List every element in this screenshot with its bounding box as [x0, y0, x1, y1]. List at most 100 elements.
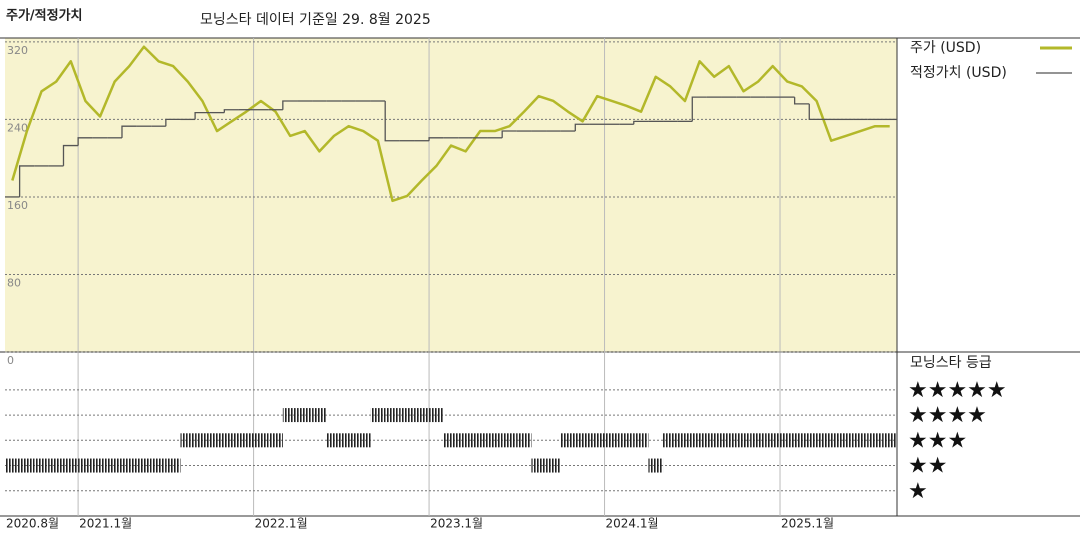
rating-bar	[546, 458, 561, 473]
rating-bar	[326, 433, 342, 448]
rating-bar	[604, 433, 620, 448]
rating-bar	[487, 433, 503, 448]
rating-bar	[619, 433, 634, 448]
x-tick-label: 2020.8월	[6, 517, 59, 531]
y-tick-label: 320	[7, 44, 28, 57]
rating-label: ★★★	[908, 428, 967, 453]
rating-bar	[853, 433, 868, 448]
rating-bar	[297, 408, 313, 423]
rating-bar	[92, 458, 108, 473]
rating-bar	[355, 433, 371, 448]
fair-value-step	[808, 103, 824, 121]
rating-bar	[589, 433, 605, 448]
fair-value-step	[501, 130, 517, 138]
fair-value-step	[77, 137, 93, 146]
price-line	[11, 45, 890, 203]
rating-title: 모닝스타 등급	[910, 355, 992, 371]
rating-bar	[867, 433, 883, 448]
rating-bar	[823, 433, 839, 448]
rating-bar	[706, 433, 722, 448]
rating-bar	[224, 433, 239, 448]
rating-bar	[151, 458, 166, 473]
rating-bar	[209, 433, 225, 448]
rating-label: ★★	[908, 454, 947, 479]
x-tick-label: 2021.1월	[79, 517, 132, 531]
rating-bar	[312, 408, 327, 423]
rating-bar	[575, 433, 590, 448]
rating-bar	[48, 458, 64, 473]
x-tick-label: 2025.1월	[781, 517, 834, 531]
rating-bar	[195, 433, 210, 448]
rating-bar	[78, 458, 93, 473]
rating-bar	[121, 458, 137, 473]
rating-bar	[736, 433, 751, 448]
fair-value-step	[793, 97, 810, 105]
rating-bar	[341, 433, 356, 448]
rating-bar	[663, 433, 678, 448]
y-tick-label: 0	[7, 354, 14, 367]
rating-bar	[443, 433, 459, 448]
plot-background	[5, 38, 897, 352]
rating-bar	[399, 408, 415, 423]
rating-bar	[458, 433, 473, 448]
rating-bar	[414, 408, 430, 423]
rating-bar	[721, 433, 737, 448]
rating-bar	[780, 433, 795, 448]
rating-bar	[19, 458, 35, 473]
rating-bar	[238, 433, 254, 448]
rating-bar	[165, 458, 181, 473]
rating-bar	[531, 458, 547, 473]
y-tick-label: 240	[7, 121, 28, 134]
rating-bar	[472, 433, 488, 448]
chart-subtitle: 모닝스타 데이터 기준일 29. 8월 2025	[200, 12, 431, 28]
fair-value-step	[574, 123, 590, 132]
rating-bar	[180, 433, 196, 448]
rating-bar	[838, 433, 854, 448]
rating-bar	[502, 433, 517, 448]
rating-bar	[765, 433, 781, 448]
rating-bar	[809, 433, 824, 448]
y-tick-label: 160	[7, 199, 28, 212]
x-tick-label: 2024.1월	[606, 517, 659, 531]
rating-bar	[370, 408, 386, 423]
rating-bar	[136, 458, 152, 473]
fair-value-step	[165, 118, 181, 127]
fair-value-step	[62, 144, 79, 166]
rating-bar	[750, 433, 766, 448]
rating-label: ★★★★★	[908, 378, 1007, 403]
fair-value-step	[18, 165, 35, 197]
x-tick-label: 2022.1월	[255, 517, 308, 531]
rating-bar	[429, 408, 444, 423]
rating-bar	[253, 433, 269, 448]
rating-bar	[5, 458, 20, 473]
rating-bar	[385, 408, 400, 423]
x-tick-label: 2023.1월	[430, 517, 483, 531]
fair-value-step	[384, 100, 400, 142]
rating-bar	[34, 458, 49, 473]
chart-title: 주가/적정가치	[6, 8, 83, 24]
rating-bar	[282, 408, 298, 423]
rating-bar	[692, 433, 707, 448]
rating-bar	[516, 433, 532, 448]
legend-label: 주가 (USD)	[910, 40, 981, 56]
fair-value-step	[428, 137, 444, 141]
rating-bar	[677, 433, 693, 448]
legend-label: 적정가치 (USD)	[910, 65, 1007, 81]
rating-bar	[107, 458, 122, 473]
fair-value-step	[121, 125, 137, 138]
rating-bar	[268, 433, 283, 448]
rating-bar	[560, 433, 576, 448]
rating-bar	[648, 458, 664, 473]
fair-value-step	[282, 100, 298, 110]
rating-bar	[633, 433, 649, 448]
rating-bar	[794, 433, 810, 448]
rating-bar	[63, 458, 79, 473]
rating-label: ★★★★	[908, 403, 987, 428]
rating-bar	[882, 433, 897, 448]
fair-value-step	[691, 96, 707, 122]
fair-value-step	[633, 120, 649, 125]
rating-label: ★	[908, 479, 928, 504]
fair-value-step	[223, 109, 239, 113]
y-tick-label: 80	[7, 276, 21, 289]
